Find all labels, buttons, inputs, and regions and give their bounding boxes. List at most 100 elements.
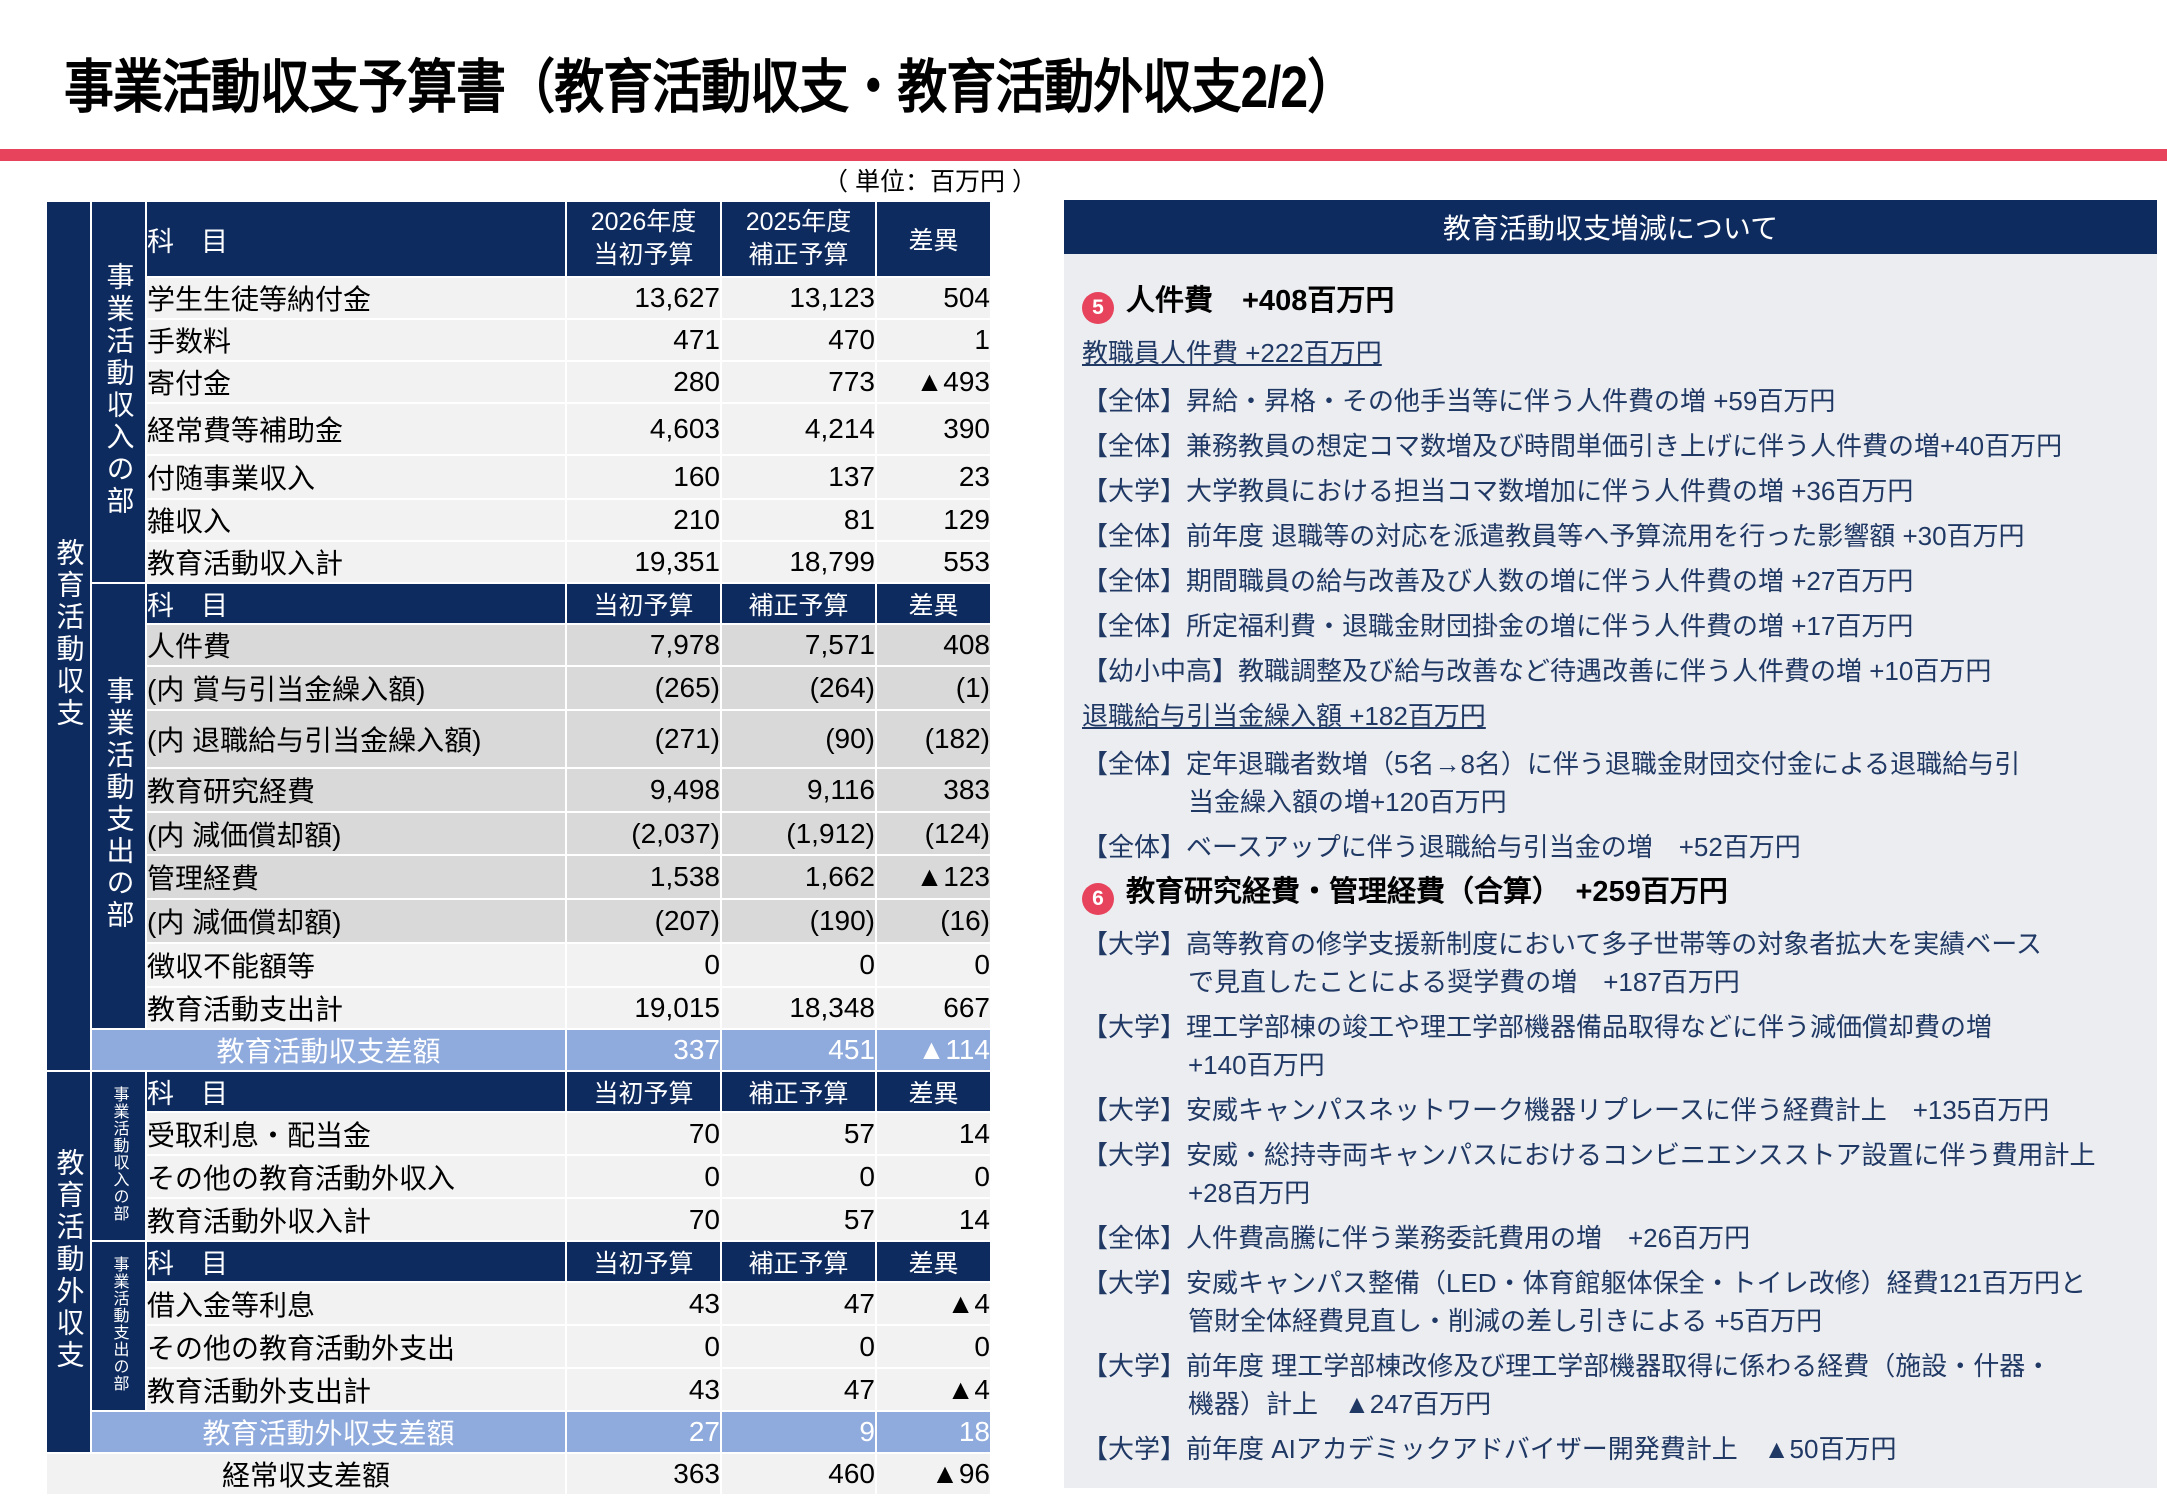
revised-budget-cell: 0 (720, 942, 877, 988)
group-label-non-activity: 教育活動外収支 (45, 1070, 92, 1454)
table-row: 教育活動収支差額 337 451 ▲114 (46, 1028, 992, 1072)
table-row: 教育活動外収入計 70 57 14 (46, 1197, 992, 1242)
group-label-non-activity-text: 教育活動外収支 (53, 1147, 85, 1372)
diff-cell: 390 (875, 402, 992, 456)
initial-budget-cell: 13,627 (565, 276, 722, 320)
revised-budget-cell: (264) (720, 665, 877, 711)
subject-header: 科 目 (145, 582, 567, 625)
table-row: (内 減価償却額) (207) (190) (16) (46, 898, 992, 944)
diff-cell: 383 (875, 767, 992, 813)
number-badge-icon: 6 (1082, 883, 1114, 915)
revised-budget-cell: 4,214 (720, 402, 877, 456)
row-label-cell: 付随事業収入 (145, 454, 567, 500)
initial-budget-cell: 363 (565, 1452, 722, 1496)
diff-cell: 18 (875, 1410, 992, 1454)
group-label-non-activity-expense: 事業活動支出の部 (90, 1240, 147, 1412)
table-row: その他の教育活動外収入 0 0 0 (46, 1154, 992, 1199)
diff-cell: 129 (875, 498, 992, 542)
red-divider (0, 149, 2167, 161)
initial-budget-cell: 160 (565, 454, 722, 500)
diff-cell: ▲4 (875, 1367, 992, 1412)
table-row: 付随事業収入 160 137 23 (46, 454, 992, 500)
panel-item: 【全体】兼務教員の想定コマ数増及び時間単価引き上げに伴う人件費の増+40百万円 (1082, 431, 2063, 461)
initial-budget-cell: 4,603 (565, 402, 722, 456)
diff-cell: ▲493 (875, 360, 992, 404)
header-diff: 差異 (875, 1240, 992, 1283)
panel-item: 【全体】前年度 退職等の対応を派遣教員等へ予算流用を行った影響額 +30百万円 (1082, 521, 2025, 551)
panel-item: 【全体】ベースアップに伴う退職給与引当金の増 +52百万円 (1082, 832, 1801, 862)
table-row: 事業活動支出の部科 目当初予算 補正予算 差異 (46, 1240, 992, 1412)
row-label-cell: 徴収不能額等 (145, 942, 567, 988)
row-label-cell: 借入金等利息 (145, 1281, 567, 1326)
row-label-cell: その他の教育活動外収入 (145, 1154, 567, 1199)
panel-subheading: 教職員人件費 +222百万円 (1082, 338, 1382, 368)
revised-budget-cell: 451 (720, 1028, 877, 1072)
revised-budget-cell: 7,571 (720, 623, 877, 667)
revised-budget-cell: 57 (720, 1111, 877, 1156)
group-label-activity-expense-text: 事業活動支出の部 (103, 675, 135, 932)
revised-budget-cell: 137 (720, 454, 877, 500)
revised-budget-cell: (1,912) (720, 811, 877, 856)
header-initial-budget: 当初予算 (565, 1240, 722, 1283)
total-label-cell: 経常収支差額 (45, 1452, 567, 1496)
subject-header: 科 目 (145, 1070, 567, 1113)
revised-budget-cell: 0 (720, 1154, 877, 1199)
initial-budget-cell: 27 (565, 1410, 722, 1454)
row-label-cell: 管理経費 (145, 854, 567, 900)
table-row: 寄付金 280 773 ▲493 (46, 360, 992, 404)
panel-heading-text: 教育研究経費・管理経費（合算） +259百万円 (1126, 876, 1728, 908)
diff-cell: 667 (875, 986, 992, 1030)
revised-budget-cell: 18,799 (720, 540, 877, 584)
panel-item: 【大学】前年度 AIアカデミックアドバイザー開発費計上 ▲50百万円 (1082, 1434, 1897, 1464)
table-row: 教育活動収支 事業活動収入の部科 目 2026年度 当初予算 2025年度 補正予算 差異 (45, 200, 992, 1072)
revised-budget-cell: 1,662 (720, 854, 877, 900)
table-row: 教育活動外収支差額 27 9 18 (46, 1410, 992, 1454)
table-row: 教育活動外収支 事業活動収入の部科 目当初予算 補正予算 差異 (45, 1070, 992, 1454)
header-revised-budget: 補正予算 (720, 1070, 877, 1113)
diff-cell: 0 (875, 1154, 992, 1199)
diff-cell: 0 (875, 942, 992, 988)
revised-budget-cell: 470 (720, 318, 877, 362)
initial-budget-cell: 43 (565, 1281, 722, 1326)
diff-cell: (16) (875, 898, 992, 944)
header-revised-budget: 補正予算 (720, 1240, 877, 1283)
group-label-non-activity-expense-text: 事業活動支出の部 (110, 1255, 128, 1392)
diff-cell: ▲123 (875, 854, 992, 900)
row-label-cell: (内 減価償却額) (145, 898, 567, 944)
header-2025-line: 2025年度 (745, 208, 852, 236)
initial-budget-cell: 70 (565, 1111, 722, 1156)
diff-cell: 23 (875, 454, 992, 500)
row-label-cell: 雑収入 (145, 498, 567, 542)
row-label-cell: 受取利息・配当金 (145, 1111, 567, 1156)
initial-budget-cell: 70 (565, 1197, 722, 1242)
table-row: 管理経費 1,538 1,662 ▲123 (46, 854, 992, 900)
initial-budget-cell: 210 (565, 498, 722, 542)
revised-budget-cell: 47 (720, 1281, 877, 1326)
header-diff: 差異 (875, 582, 992, 625)
group-label-activity: 教育活動収支 (45, 200, 92, 1072)
initial-budget-cell: 19,015 (565, 986, 722, 1030)
table-row: その他の教育活動外支出 0 0 0 (46, 1324, 992, 1369)
group-label-activity-income-text: 事業活動収入の部 (103, 261, 135, 518)
panel-item: 【全体】昇給・昇格・その他手当等に伴う人件費の増 +59百万円 (1082, 386, 1836, 416)
row-label-cell: 手数料 (145, 318, 567, 362)
revised-budget-cell: 57 (720, 1197, 877, 1242)
table-row: 雑収入 210 81 129 (46, 498, 992, 542)
group-label-non-activity-income: 事業活動収入の部 (90, 1070, 147, 1242)
diff-cell: 14 (875, 1111, 992, 1156)
group-label-activity-expense: 事業活動支出の部 (90, 582, 147, 1030)
panel-item: 【大学】安威キャンパスネットワーク機器リプレースに伴う経費計上 +135百万円 (1082, 1095, 2050, 1125)
diff-cell: ▲114 (875, 1028, 992, 1072)
table-row: 徴収不能額等 0 0 0 (46, 942, 992, 988)
revised-budget-cell: 773 (720, 360, 877, 404)
budget-table: 教育活動収支 事業活動収入の部科 目 2026年度 当初予算 2025年度 補正予算 差異学… (45, 200, 992, 1496)
table-row: (内 減価償却額) (2,037) (1,912) (124) (46, 811, 992, 856)
table-row: 経常費等補助金 4,603 4,214 390 (46, 402, 992, 456)
group-label-activity-text: 教育活動収支 (53, 537, 85, 730)
header-diff: 差異 (875, 200, 992, 278)
diff-cell: (182) (875, 709, 992, 769)
row-label-cell: 教育活動外収入計 (145, 1197, 567, 1242)
initial-budget-cell: 337 (565, 1028, 722, 1072)
row-label-cell: 教育活動外支出計 (145, 1367, 567, 1412)
row-label-cell: 教育活動支出計 (145, 986, 567, 1030)
